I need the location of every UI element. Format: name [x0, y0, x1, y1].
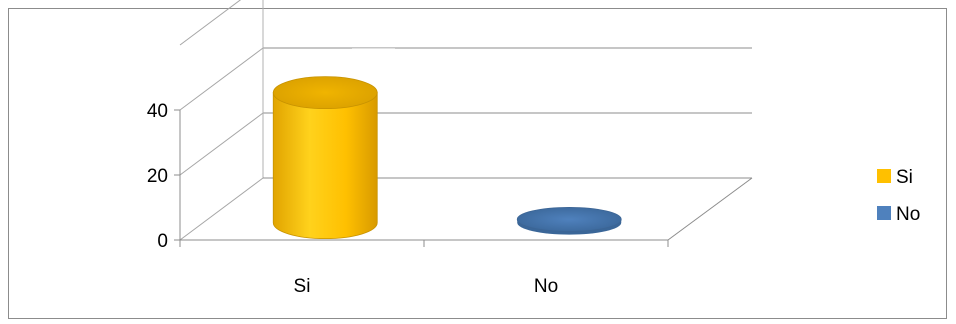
- bar-layer: [272, 48, 622, 240]
- bar-si-body: [272, 92, 378, 240]
- x-tick-label-si: Si: [294, 276, 311, 297]
- legend-layer: Si No: [877, 167, 920, 225]
- floor-right-edge: [667, 177, 753, 241]
- gridline-side-40: [179, 47, 264, 111]
- x-tick-label-no: No: [534, 276, 558, 297]
- chart-frame: [8, 8, 947, 319]
- axis-layer: [174, 0, 753, 247]
- label-layer: 0 20 40 Si No: [147, 101, 558, 297]
- y-tick-label-40: 40: [147, 101, 168, 122]
- legend-swatch-no: [877, 206, 891, 220]
- gridline-side-0: [179, 177, 264, 241]
- grid-layer: [179, 0, 752, 241]
- gridline-side-60: [179, 0, 242, 46]
- legend-label-no: No: [896, 204, 920, 225]
- y-tick-label-0: 0: [157, 231, 168, 252]
- bar-si-top: [272, 76, 378, 110]
- legend-swatch-si: [877, 169, 891, 183]
- bar-no-top: [516, 206, 622, 232]
- legend-label-si: Si: [896, 167, 913, 188]
- y-tick-label-20: 20: [147, 166, 168, 187]
- gridline-side-20: [179, 112, 264, 176]
